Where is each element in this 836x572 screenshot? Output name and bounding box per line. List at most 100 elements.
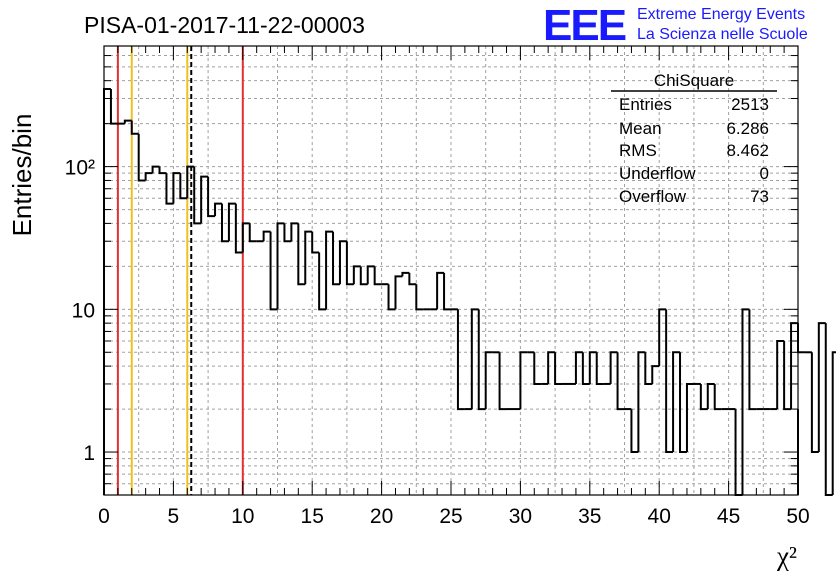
histogram-bin [214, 202, 222, 217]
stats-value-entries: 2513 [731, 95, 769, 114]
histogram-bin [193, 166, 202, 225]
histogram-bin [436, 271, 445, 310]
histogram-bin [373, 266, 382, 286]
histogram-bin [325, 230, 334, 310]
x-tick-label: 30 [509, 505, 532, 528]
histogram-bin [443, 272, 451, 311]
histogram-bin [783, 340, 792, 411]
histogram-bin [283, 223, 292, 243]
histogram-bin [366, 265, 375, 285]
histogram-bin [713, 383, 722, 411]
histogram-bin [574, 351, 583, 384]
histogram-bin [304, 230, 313, 285]
histogram-bin [581, 352, 590, 385]
stats-value-underflow: 0 [760, 164, 769, 183]
x-tick-label: 15 [301, 505, 324, 528]
histogram-bin [665, 309, 674, 454]
histogram-bin [477, 309, 486, 411]
x-tick-label: 0 [98, 505, 110, 528]
stats-box: ChiSquare Entries 2513 Mean 6.286 RMS 8.… [611, 71, 777, 206]
histogram-bin [547, 351, 556, 384]
stats-value-rms: 8.462 [726, 141, 769, 160]
histogram-bin [234, 203, 243, 254]
histogram-bin [144, 172, 153, 181]
histogram-bin [685, 382, 694, 453]
histogram-bin [595, 352, 604, 385]
histogram-bin [679, 352, 687, 454]
histogram-bin [227, 202, 236, 242]
eee-logo: EEE [543, 1, 626, 50]
histogram-bin [810, 352, 819, 454]
histogram-bin [484, 351, 493, 410]
histogram-bin [345, 241, 354, 286]
reference-lines [116, 46, 244, 495]
histogram-bin [109, 88, 118, 125]
histogram-bin [311, 231, 320, 254]
histogram-bin [248, 223, 257, 243]
x-axis-label: χ² [776, 541, 797, 571]
histogram-bin [276, 222, 285, 310]
histogram-bin [588, 351, 597, 384]
histogram-bin [103, 87, 111, 495]
histogram-bin [207, 176, 216, 218]
histogram-bin [699, 383, 708, 411]
histogram-bin [817, 322, 826, 453]
histogram-bin [519, 351, 528, 410]
y-tick-label: 10² [65, 157, 95, 180]
histogram-bin [158, 166, 167, 175]
histogram-bin [658, 308, 667, 367]
logo-line-2: La Scienza nelle Scuole [637, 26, 808, 43]
histogram-bin [470, 308, 479, 410]
histogram-bin [554, 352, 563, 385]
histogram-bin [137, 133, 146, 182]
histogram-bin [637, 351, 646, 453]
stats-value-overflow: 73 [750, 187, 769, 206]
axes: 0 5 10 15 20 25 30 35 40 45 50 1 10 10² [65, 45, 810, 528]
histogram-bin [831, 351, 836, 495]
stats-label-rms: RMS [619, 141, 657, 160]
logo-line-1: Extreme Energy Events [637, 6, 805, 23]
histogram-bin [387, 284, 396, 311]
histogram-bin [644, 352, 653, 385]
histogram-bin [172, 172, 181, 204]
histogram-bin [262, 230, 271, 242]
y-tick-label: 1 [83, 442, 95, 465]
stats-title: ChiSquare [654, 71, 734, 90]
histogram-bin [706, 382, 715, 410]
y-axis-label: Entries/bin [7, 114, 37, 237]
stats-label-mean: Mean [619, 119, 662, 138]
histogram-bin [630, 409, 639, 454]
stats-label-underflow: Underflow [619, 164, 696, 183]
histogram-bin [651, 365, 660, 384]
x-tick-label: 45 [717, 505, 740, 528]
x-tick-label: 20 [370, 505, 393, 528]
histogram-bin [401, 271, 410, 277]
histogram-bin [776, 339, 785, 410]
histogram-bin [241, 222, 250, 253]
histogram-bin [338, 240, 347, 285]
histogram-bin [352, 265, 361, 285]
histogram-bin [609, 351, 618, 384]
x-tick-label: 40 [648, 505, 671, 528]
histogram-bin [186, 165, 195, 199]
histogram-bin [741, 308, 750, 495]
histogram-bin [415, 284, 424, 311]
x-tick-label: 50 [786, 505, 809, 528]
histogram-bin [269, 231, 278, 311]
x-tick-label: 5 [168, 505, 180, 528]
histogram-bin [151, 165, 160, 174]
stats-label-entries: Entries [619, 95, 672, 114]
x-tick-label: 35 [578, 505, 601, 528]
histogram-bin [748, 309, 757, 411]
histogram-bin [179, 173, 188, 200]
histogram-bin [297, 223, 306, 286]
histogram-bin [394, 275, 403, 310]
grid [104, 46, 798, 495]
histogram-bin [359, 266, 368, 286]
histogram-bin [797, 323, 805, 354]
histogram-bin [318, 252, 327, 311]
stats-label-overflow: Overflow [619, 187, 687, 206]
x-tick-label: 10 [231, 505, 254, 528]
histogram-bin [456, 309, 465, 411]
